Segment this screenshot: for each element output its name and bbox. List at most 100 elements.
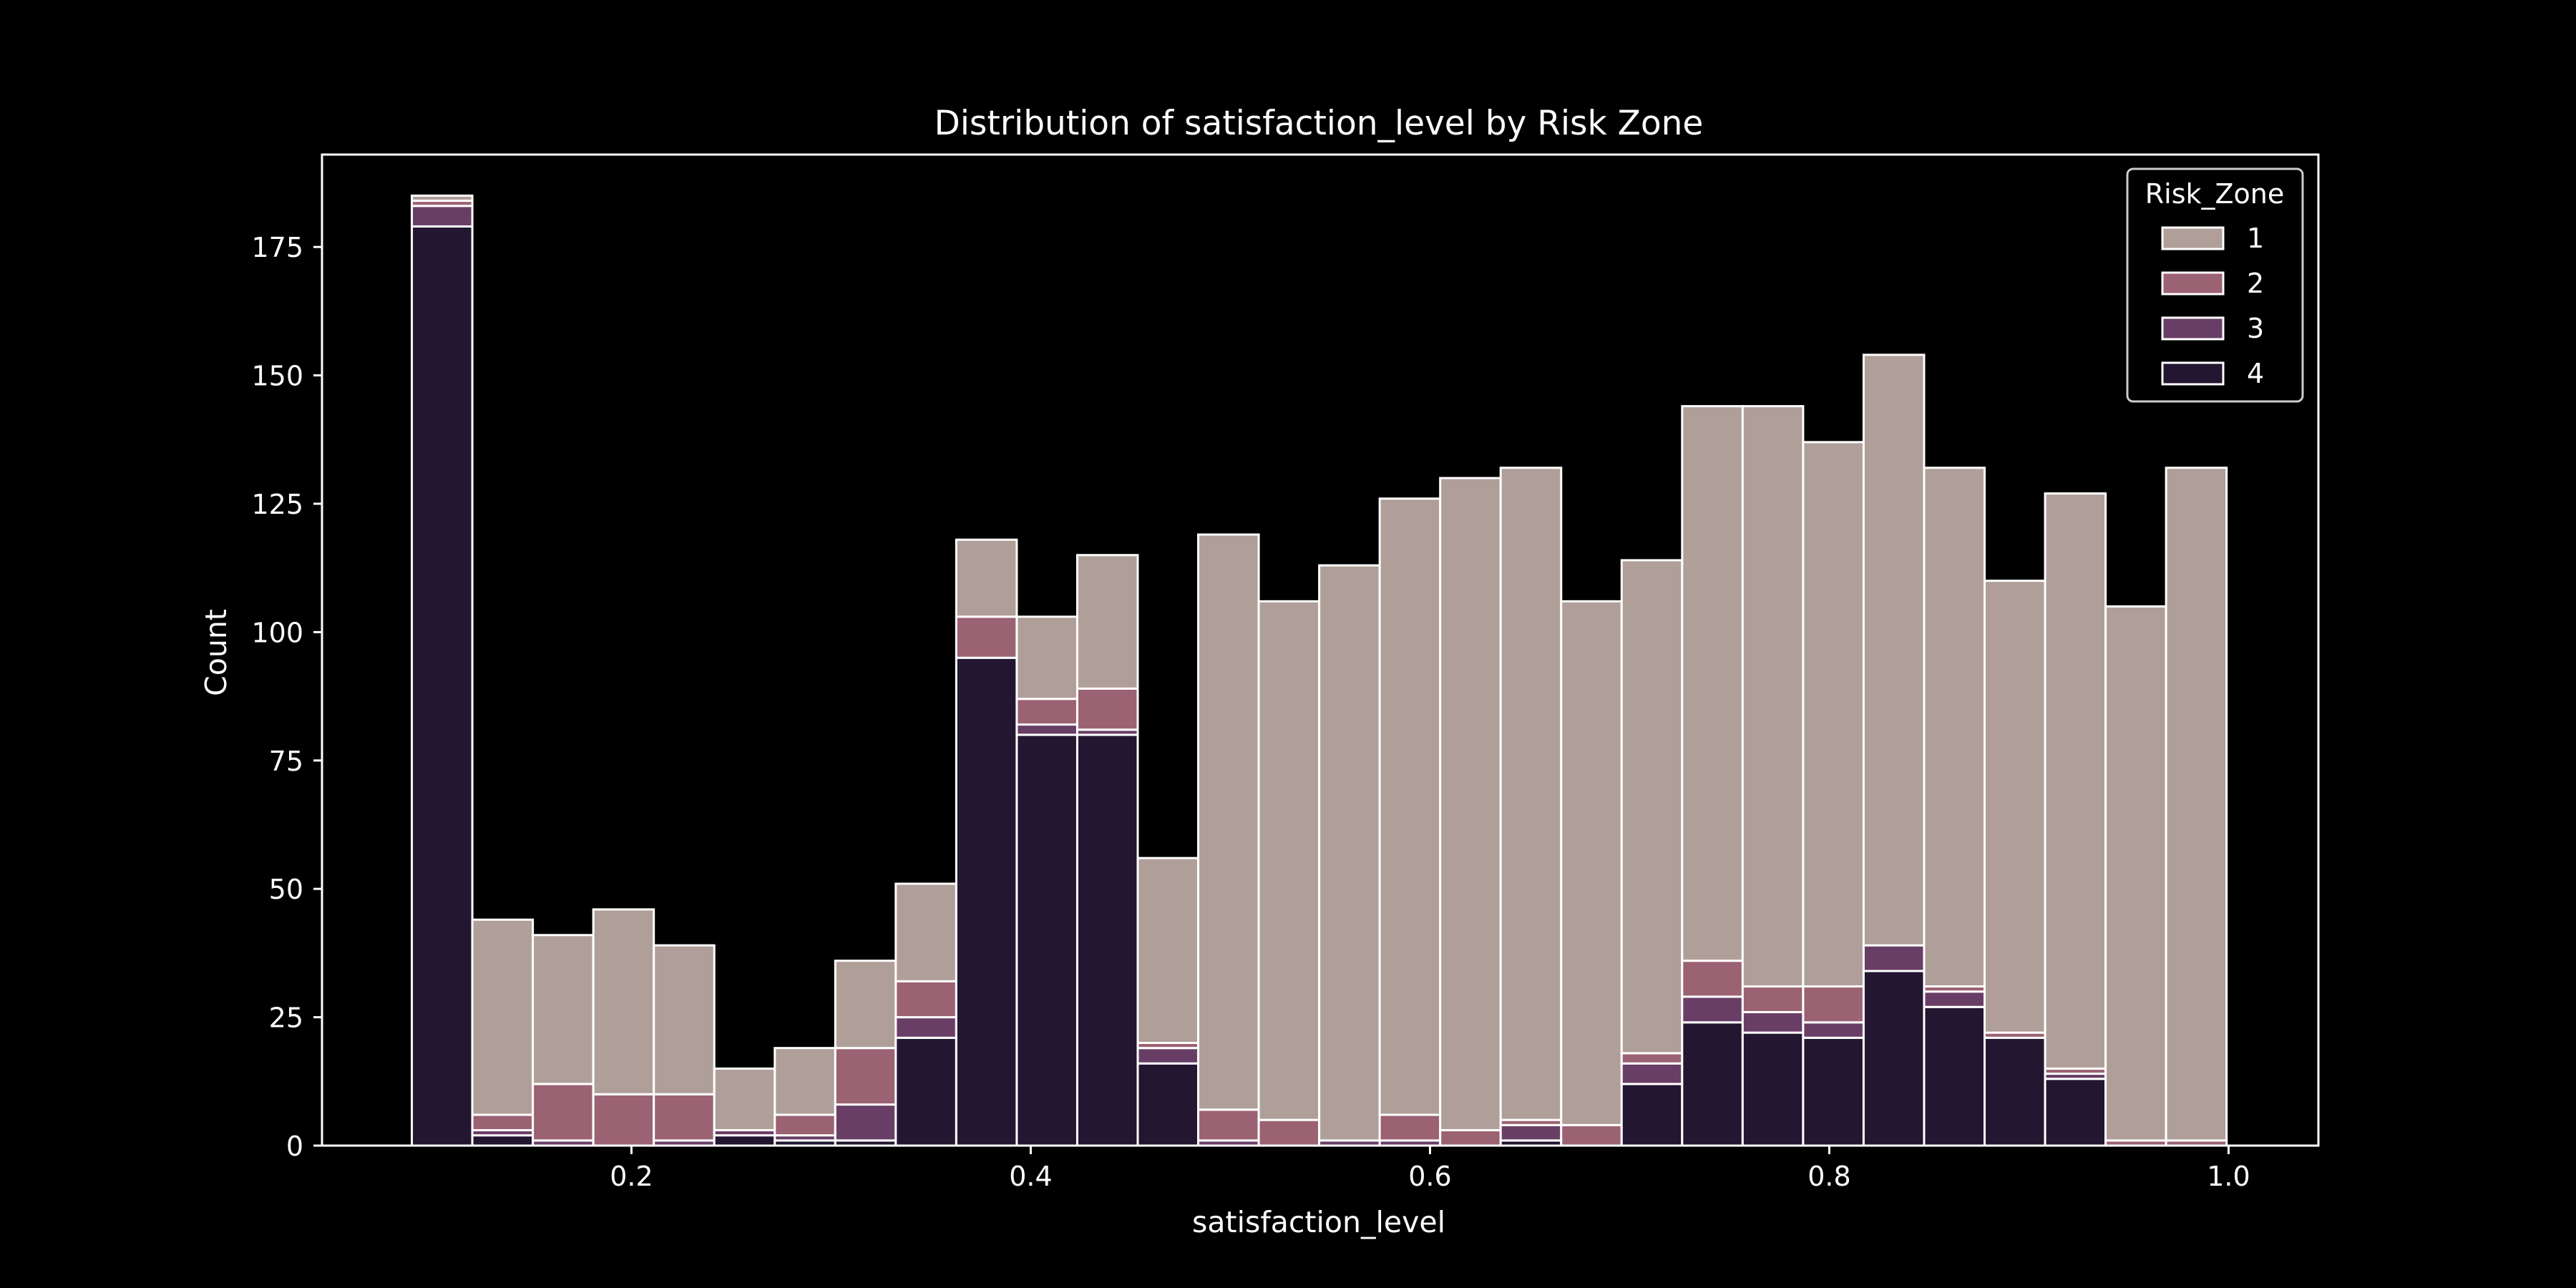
bar-zone-2-bin-24 <box>1802 985 1865 1024</box>
legend-items: 1 2 3 4 <box>2161 223 2264 389</box>
bar-zone-2-bin-23 <box>1741 985 1805 1013</box>
x-axis-ticks: 0.2 0.4 0.6 0.8 1.0 <box>610 1146 2250 1192</box>
bar-zone-3-bin-1 <box>411 205 474 228</box>
bar-zone-2-bin-4 <box>592 1093 655 1147</box>
bar-zone-1-bin-1 <box>411 194 474 203</box>
bar-zone-1-bin-25 <box>1862 353 1926 947</box>
legend-label-3: 3 <box>2247 313 2264 344</box>
x-tick-label: 0.4 <box>1009 1161 1052 1192</box>
y-tick-label: 25 <box>269 1002 303 1034</box>
bar-zone-4-bin-21 <box>1620 1083 1684 1147</box>
bar-zone-3-bin-9 <box>894 1016 957 1039</box>
bar-zone-2-bin-3 <box>532 1083 595 1142</box>
bar-zone-1-bin-28 <box>2044 492 2107 1070</box>
x-axis-label: satisfaction_level <box>1192 1205 1445 1239</box>
bar-zone-1-bin-4 <box>592 908 655 1096</box>
y-axis-ticks: 0 25 50 75 100 125 150 175 <box>251 232 322 1162</box>
bar-zone-2-bin-11 <box>1015 698 1078 726</box>
bar-zone-1-bin-18 <box>1439 477 1502 1131</box>
legend-swatch-4 <box>2161 361 2225 386</box>
y-tick-label: 100 <box>251 617 303 648</box>
bar-zone-1-bin-5 <box>653 944 716 1096</box>
x-tick-label: 0.2 <box>610 1161 653 1192</box>
bar-zone-4-bin-12 <box>1075 733 1139 1147</box>
bar-zone-1-bin-10 <box>955 538 1018 618</box>
bar-zone-1-bin-27 <box>1984 580 2046 1034</box>
bar-zone-3-bin-19 <box>1499 1123 1563 1142</box>
bar-zone-2-bin-7 <box>774 1113 836 1137</box>
bar-zone-2-bin-5 <box>653 1093 716 1142</box>
legend: Risk_Zone 1 2 3 4 <box>2126 167 2304 403</box>
bar-zone-3-bin-23 <box>1741 1010 1805 1034</box>
bar-zone-2-bin-8 <box>834 1047 897 1106</box>
bar-zone-1-bin-19 <box>1499 467 1563 1121</box>
bar-zone-1-bin-7 <box>774 1047 836 1116</box>
bar-zone-2-bin-18 <box>1439 1128 1502 1147</box>
bar-zone-3-bin-11 <box>1015 723 1078 736</box>
bar-zone-1-bin-29 <box>2104 605 2167 1142</box>
bar-zone-1-bin-23 <box>1741 405 1805 988</box>
y-axis-label: Count <box>199 609 233 696</box>
bar-zone-1-bin-22 <box>1681 405 1744 962</box>
y-tick-label: 125 <box>251 489 303 520</box>
bar-zone-1-bin-2 <box>471 918 535 1116</box>
bar-zone-4-bin-13 <box>1136 1062 1200 1147</box>
bar-zone-3-bin-21 <box>1620 1062 1684 1085</box>
chart-title: Distribution of satisfaction_level by Ri… <box>935 104 1704 143</box>
bar-zone-4-bin-6 <box>713 1134 776 1147</box>
bar-zone-3-bin-8 <box>834 1103 897 1142</box>
bar-zone-2-bin-10 <box>955 615 1018 659</box>
bar-zone-1-bin-12 <box>1075 554 1139 690</box>
plot-frame <box>321 153 2320 1147</box>
legend-label-2: 2 <box>2247 268 2264 299</box>
bar-zone-2-bin-20 <box>1560 1123 1623 1147</box>
bar-zone-2-bin-15 <box>1257 1118 1321 1147</box>
bar-zone-1-bin-13 <box>1136 857 1200 1044</box>
y-tick-label: 0 <box>286 1131 303 1162</box>
bars-layer <box>411 194 2228 1147</box>
bar-zone-1-bin-15 <box>1257 600 1321 1121</box>
bar-zone-1-bin-11 <box>1015 615 1078 701</box>
bar-zone-1-bin-26 <box>1923 467 1986 988</box>
bar-zone-2-bin-22 <box>1681 960 1744 998</box>
bar-zone-2-bin-9 <box>894 980 957 1019</box>
y-tick-label: 150 <box>251 361 303 392</box>
bar-zone-1-bin-21 <box>1620 559 1684 1055</box>
bar-zone-4-bin-9 <box>894 1036 957 1147</box>
bar-zone-4-bin-28 <box>2044 1078 2107 1147</box>
legend-title: Risk_Zone <box>2145 178 2285 210</box>
bar-zone-4-bin-11 <box>1015 733 1078 1147</box>
bar-zone-2-bin-17 <box>1378 1113 1442 1142</box>
bar-zone-4-bin-10 <box>955 656 1018 1147</box>
bar-zone-2-bin-12 <box>1075 687 1139 731</box>
legend-label-1: 1 <box>2247 223 2264 254</box>
bar-zone-1-bin-9 <box>894 882 957 982</box>
bar-zone-3-bin-24 <box>1802 1021 1865 1039</box>
bar-zone-4-bin-23 <box>1741 1031 1805 1147</box>
bar-zone-1-bin-17 <box>1378 497 1442 1116</box>
bar-zone-4-bin-1 <box>411 225 474 1147</box>
bar-zone-1-bin-8 <box>834 960 897 1050</box>
bar-zone-4-bin-27 <box>1984 1036 2046 1147</box>
bar-zone-1-bin-3 <box>532 934 595 1085</box>
x-tick-label: 0.6 <box>1408 1161 1451 1192</box>
bar-zone-1-bin-30 <box>2165 467 2228 1142</box>
bar-zone-2-bin-14 <box>1197 1108 1260 1142</box>
bar-zone-4-bin-2 <box>471 1134 535 1147</box>
bar-zone-1-bin-14 <box>1197 533 1260 1111</box>
bar-zone-1-bin-24 <box>1802 441 1865 988</box>
y-tick-label: 50 <box>269 874 303 905</box>
bar-zone-3-bin-26 <box>1923 990 1986 1008</box>
bar-zone-3-bin-13 <box>1136 1047 1200 1065</box>
bar-zone-4-bin-25 <box>1862 970 1926 1147</box>
legend-swatch-1 <box>2161 226 2225 250</box>
legend-label-4: 4 <box>2247 358 2264 389</box>
bar-zone-4-bin-22 <box>1681 1021 1744 1147</box>
bar-zone-3-bin-25 <box>1862 944 1926 972</box>
x-tick-label: 1.0 <box>2207 1161 2250 1192</box>
bar-zone-1-bin-16 <box>1318 564 1381 1142</box>
legend-swatch-2 <box>2161 271 2225 296</box>
bar-zone-2-bin-21 <box>1620 1052 1684 1065</box>
bar-zone-3-bin-22 <box>1681 995 1744 1024</box>
